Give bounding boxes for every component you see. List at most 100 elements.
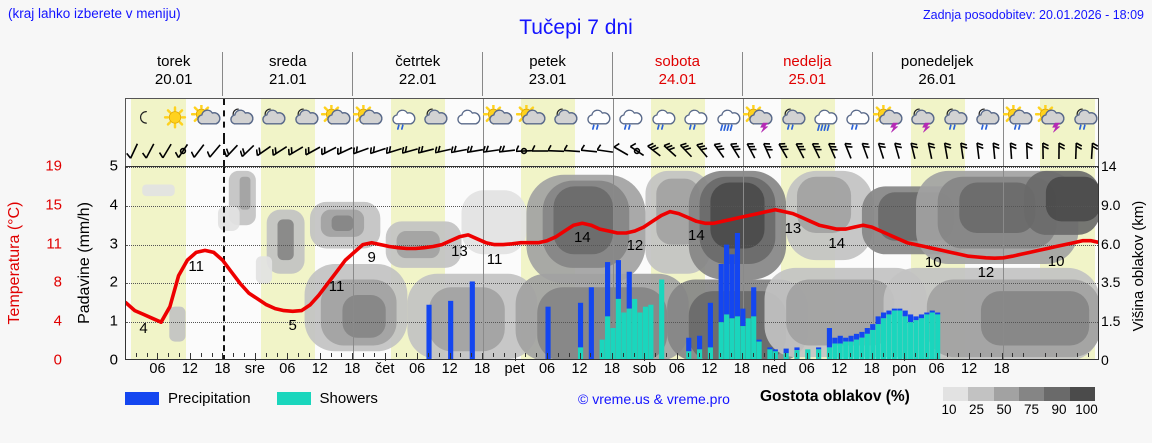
day-date: 21.01 (269, 71, 307, 89)
day-column-sobota: sobota 24.01 (612, 52, 742, 96)
day-separator (483, 99, 485, 138)
moon-cloud-icon (418, 99, 450, 138)
x-axis-label: 18 (214, 361, 231, 377)
cloud-density-step-label: 100 (1075, 402, 1098, 417)
copyright-link[interactable]: © vreme.us & vreme.pro (578, 391, 730, 407)
wind-barb-icon (174, 143, 188, 159)
x-axis-minor-tick (990, 353, 992, 357)
wind-barb-icon (548, 144, 565, 153)
wind-barb-icon (288, 146, 304, 156)
x-axis-minor-tick (503, 353, 505, 357)
x-axis-tick (287, 353, 289, 359)
moon-cloud-storm-icon (905, 99, 937, 138)
grid-line-horizontal (126, 283, 1098, 285)
x-axis-minor-tick (233, 353, 235, 357)
x-axis-tick (871, 353, 873, 359)
x-axis-label: 12 (181, 361, 198, 377)
day-header-row: torek 20.01 sreda 21.01 četrtek 22.01 petek 23.… (125, 52, 1099, 96)
x-axis-minor-tick (763, 353, 765, 357)
x-axis-minor-tick (244, 353, 246, 357)
sun-cloud-drizzle-icon (1002, 99, 1035, 138)
wind-barb-strip (125, 138, 1099, 166)
x-axis-label: 18 (344, 361, 361, 377)
wind-barb-icon (450, 145, 467, 154)
x-axis-minor-tick (893, 353, 895, 357)
x-axis-minor-tick (168, 353, 170, 357)
x-axis-tick (222, 353, 224, 359)
temperature-value-label: 9 (367, 248, 376, 266)
wind-barb-icon (369, 146, 386, 155)
x-axis-minor-tick (622, 353, 624, 357)
x-axis-label: 06 (149, 361, 166, 377)
x-axis-tick (741, 353, 743, 359)
daylight-band (131, 138, 186, 166)
x-axis-label: čet (375, 361, 395, 377)
wind-barb-icon (894, 142, 903, 159)
day-separator (353, 167, 355, 359)
wind-barb-icon (646, 142, 661, 157)
x-axis-label: 12 (961, 361, 978, 377)
temperature-value-label: 5 (288, 317, 297, 335)
day-separator (613, 167, 614, 359)
x-axis-minor-tick (568, 353, 570, 357)
temperature-value-label: 11 (188, 258, 204, 276)
x-axis-minor-tick (330, 353, 332, 357)
sun-cloud-storm-icon (743, 99, 775, 138)
x-axis-minor-tick (179, 353, 181, 357)
day-name: torek (157, 53, 191, 70)
x-axis-minor-tick (731, 353, 733, 357)
x-axis-label: 18 (603, 361, 621, 377)
page-title: Tučepi 7 dni (519, 16, 633, 39)
x-axis-minor-tick (1077, 353, 1079, 357)
day-name: sobota (654, 53, 700, 70)
x-axis-minor-tick (492, 353, 494, 357)
cloud-density-step-label: 25 (968, 402, 985, 417)
precipitation-legend-label: Precipitation (168, 389, 251, 407)
x-axis-minor-tick (601, 353, 603, 357)
x-axis-label: 18 (474, 361, 491, 377)
x-axis-label: 06 (928, 361, 945, 377)
day-separator (1002, 167, 1004, 359)
wind-barb-icon (191, 144, 205, 158)
precipitation-swatch (125, 391, 159, 405)
wind-barb-icon (304, 146, 321, 156)
wind-barb-icon (402, 145, 419, 154)
cloud-density-step (1018, 387, 1045, 401)
day-separator (353, 99, 355, 138)
x-axis-label: 06 (409, 361, 426, 377)
x-axis-minor-tick (536, 353, 538, 357)
sun-cloud-storm-icon (872, 99, 905, 138)
wind-barb-icon (158, 143, 172, 159)
cloud-density-scale-labels: 10 25 50 75 90 100 (937, 402, 1103, 418)
x-axis-minor-tick (363, 353, 365, 357)
day-separator (1002, 138, 1004, 166)
precipitation-axis-tick: 1 (109, 312, 118, 330)
sun-cloud-icon (191, 99, 223, 138)
grid-line-horizontal (126, 322, 1098, 324)
cloud-height-axis-tick: 1.5 (1101, 313, 1121, 330)
cloud-drizzle-icon (840, 99, 872, 138)
x-axis-minor-tick (850, 353, 852, 357)
temperature-axis-tick: 4 (53, 312, 62, 330)
day-separator (613, 138, 614, 166)
x-axis-minor-tick (947, 353, 949, 357)
wind-barb-icon (861, 142, 870, 159)
day-date: 24.01 (658, 71, 697, 89)
moon-cloud-drizzle-icon (970, 99, 1002, 138)
wind-barb-icon (976, 142, 984, 160)
x-axis-tick (352, 353, 354, 359)
wind-barb-icon (811, 143, 822, 159)
cloud-density-step-label: 90 (1051, 402, 1067, 417)
temperature-value-label: 13 (784, 219, 802, 237)
x-axis-tick (612, 353, 613, 359)
x-axis-tick (449, 353, 451, 359)
wind-barb-icon (910, 142, 919, 159)
cloud-density-step-label: 50 (996, 402, 1012, 417)
cloud-height-axis-tick: 9.0 (1101, 196, 1121, 213)
moon-cloud-drizzle-icon (938, 99, 970, 138)
x-axis-minor-tick (979, 353, 981, 357)
cloud-icon (451, 99, 483, 138)
x-axis-minor-tick (1044, 353, 1046, 357)
x-axis-tick (969, 353, 971, 359)
last-update-stamp: Zadnja posodobitev: 20.01.2026 - 18:09 (922, 8, 1144, 22)
